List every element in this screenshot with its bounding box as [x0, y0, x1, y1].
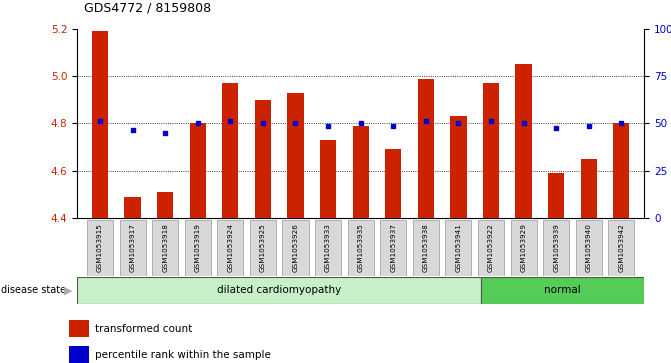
FancyBboxPatch shape [348, 220, 374, 276]
Bar [385, 149, 401, 218]
Text: GSM1053917: GSM1053917 [130, 223, 136, 272]
FancyBboxPatch shape [380, 220, 406, 276]
FancyBboxPatch shape [511, 220, 537, 276]
Bar [92, 31, 108, 218]
FancyBboxPatch shape [87, 220, 113, 276]
Text: GSM1053918: GSM1053918 [162, 223, 168, 272]
Bar [548, 173, 564, 218]
Text: GSM1053939: GSM1053939 [553, 223, 559, 272]
Text: GSM1053926: GSM1053926 [293, 223, 299, 272]
Bar [320, 140, 336, 218]
Text: percentile rank within the sample: percentile rank within the sample [95, 350, 271, 360]
FancyBboxPatch shape [152, 220, 178, 276]
Text: GSM1053929: GSM1053929 [521, 223, 527, 272]
Bar [450, 116, 466, 218]
FancyBboxPatch shape [481, 277, 644, 304]
FancyBboxPatch shape [543, 220, 569, 276]
Text: GSM1053924: GSM1053924 [227, 223, 234, 272]
Bar [190, 123, 206, 218]
Bar [255, 100, 271, 218]
Bar [222, 83, 238, 218]
FancyBboxPatch shape [609, 220, 634, 276]
Text: ▶: ▶ [64, 285, 73, 295]
Bar [69, 320, 89, 337]
Bar [69, 346, 89, 363]
Bar [515, 65, 531, 218]
Text: GSM1053915: GSM1053915 [97, 223, 103, 272]
Text: GSM1053940: GSM1053940 [586, 223, 592, 272]
FancyBboxPatch shape [315, 220, 341, 276]
Text: GSM1053938: GSM1053938 [423, 223, 429, 272]
FancyBboxPatch shape [250, 220, 276, 276]
FancyBboxPatch shape [413, 220, 439, 276]
Text: GSM1053919: GSM1053919 [195, 223, 201, 272]
FancyBboxPatch shape [282, 220, 309, 276]
Text: GSM1053941: GSM1053941 [456, 223, 462, 272]
FancyBboxPatch shape [217, 220, 244, 276]
Text: GSM1053937: GSM1053937 [391, 223, 397, 272]
Text: normal: normal [544, 285, 581, 295]
Text: transformed count: transformed count [95, 323, 192, 334]
FancyBboxPatch shape [576, 220, 602, 276]
FancyBboxPatch shape [119, 220, 146, 276]
Text: GSM1053935: GSM1053935 [358, 223, 364, 272]
Bar [287, 93, 304, 218]
FancyBboxPatch shape [77, 277, 481, 304]
Text: GDS4772 / 8159808: GDS4772 / 8159808 [84, 1, 211, 15]
FancyBboxPatch shape [478, 220, 504, 276]
Bar [352, 126, 369, 218]
Bar [157, 192, 173, 218]
Text: disease state: disease state [1, 285, 66, 295]
Bar [613, 123, 629, 218]
Text: GSM1053925: GSM1053925 [260, 223, 266, 272]
FancyBboxPatch shape [446, 220, 472, 276]
Bar [124, 196, 141, 218]
Text: GSM1053933: GSM1053933 [325, 223, 331, 272]
Bar [483, 83, 499, 218]
Bar [580, 159, 597, 218]
Bar [417, 78, 434, 218]
Text: GSM1053942: GSM1053942 [619, 223, 624, 272]
Text: dilated cardiomyopathy: dilated cardiomyopathy [217, 285, 342, 295]
Text: GSM1053922: GSM1053922 [488, 223, 494, 272]
FancyBboxPatch shape [185, 220, 211, 276]
